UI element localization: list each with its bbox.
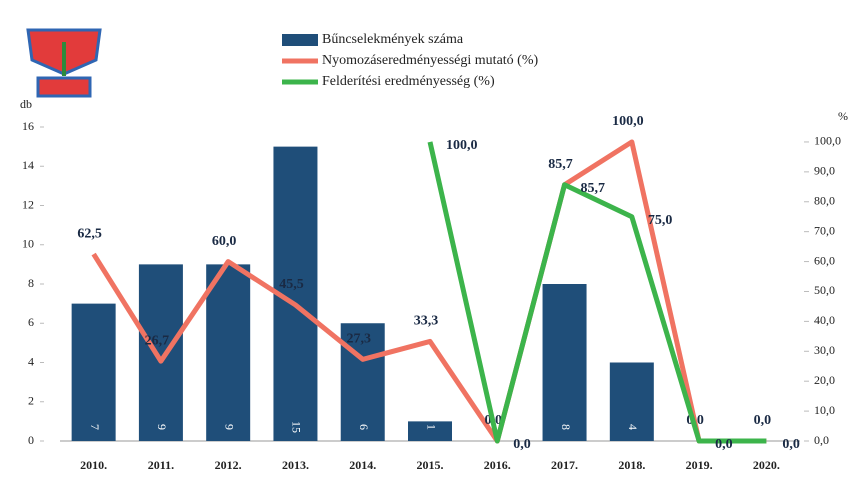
line-value-label: 85,7 — [581, 181, 606, 196]
bar-value-label: 15 — [290, 421, 304, 433]
bar-value-label: 7 — [88, 424, 102, 430]
x-tick-label: 2011. — [148, 458, 174, 472]
y-tick-label: 4 — [28, 354, 34, 368]
x-tick-label: 2020. — [753, 458, 780, 472]
y2-tick-label: 80,0 — [814, 194, 835, 208]
bar — [71, 303, 116, 441]
y-tick-label: 8 — [28, 276, 34, 290]
line — [91, 139, 767, 444]
y2-tick-label: 60,0 — [814, 253, 835, 267]
x-tick-label: 2010. — [80, 458, 107, 472]
y2-tick-label: 40,0 — [814, 313, 835, 327]
legend-label: Bűncselekmények száma — [322, 32, 464, 47]
bar — [206, 264, 251, 441]
line-value-label: 100,0 — [612, 114, 644, 129]
x-tick-label: 2017. — [551, 458, 578, 472]
y2-tick-label: 100,0 — [814, 134, 841, 148]
x-tick-label: 2018. — [618, 458, 645, 472]
line-value-label: 27,3 — [346, 332, 371, 347]
y-tick-label: 12 — [22, 197, 34, 211]
x-tick-label: 2014. — [349, 458, 376, 472]
bar-value-label: 1 — [424, 424, 438, 430]
y2-tick-label: 0,0 — [814, 433, 829, 447]
y-tick-label: 14 — [22, 158, 34, 172]
bar — [542, 284, 587, 441]
bar — [138, 264, 183, 441]
x-tick-label: 2019. — [686, 458, 713, 472]
y-tick-label: 16 — [22, 119, 34, 133]
line-value-label: 45,5 — [279, 277, 304, 292]
logo — [26, 28, 102, 98]
x-tick-label: 2013. — [282, 458, 309, 472]
line-value-label: 75,0 — [648, 213, 673, 228]
y2-axis-label: % — [838, 109, 848, 123]
legend-swatch — [282, 34, 318, 46]
y2-tick-label: 50,0 — [814, 283, 835, 297]
line-value-label: 0,0 — [754, 413, 772, 428]
y2-tick-label: 20,0 — [814, 373, 835, 387]
line — [427, 141, 767, 444]
bar-value-label: 8 — [559, 424, 573, 430]
y2-tick-label: 30,0 — [814, 343, 835, 357]
bar-value-label: 9 — [222, 424, 236, 430]
y-tick-label: 2 — [28, 394, 34, 408]
x-tick-label: 2012. — [215, 458, 242, 472]
legend-label: Nyomozáseredményességi mutató (%) — [322, 53, 538, 68]
line-value-label: 100,0 — [446, 138, 478, 153]
bar — [609, 362, 654, 441]
line-value-label: 62,5 — [77, 226, 102, 241]
bar — [408, 421, 452, 441]
legend-label: Felderítési eredményesség (%) — [322, 74, 495, 89]
bar-value-label: 9 — [155, 424, 169, 430]
line-value-label: 0,0 — [715, 437, 733, 452]
bar-value-label: 6 — [357, 424, 371, 430]
line-value-label: 0,0 — [782, 437, 800, 452]
y-tick-label: 6 — [28, 315, 34, 329]
x-tick-label: 2016. — [484, 458, 511, 472]
line-value-label: 33,3 — [414, 314, 439, 329]
bar — [340, 323, 385, 441]
line-value-label: 0,0 — [513, 437, 531, 452]
y-tick-label: 0 — [28, 433, 34, 447]
y-axis-label: db — [20, 97, 32, 111]
y-tick-label: 10 — [22, 237, 34, 251]
line-value-label: 60,0 — [212, 234, 237, 249]
line-value-label: 85,7 — [548, 157, 573, 172]
y2-tick-label: 90,0 — [814, 164, 835, 178]
bar-value-label: 4 — [626, 424, 640, 430]
y2-tick-label: 10,0 — [814, 403, 835, 417]
y2-tick-label: 70,0 — [814, 223, 835, 237]
line-value-label: 26,7 — [145, 333, 170, 348]
x-tick-label: 2015. — [417, 458, 444, 472]
